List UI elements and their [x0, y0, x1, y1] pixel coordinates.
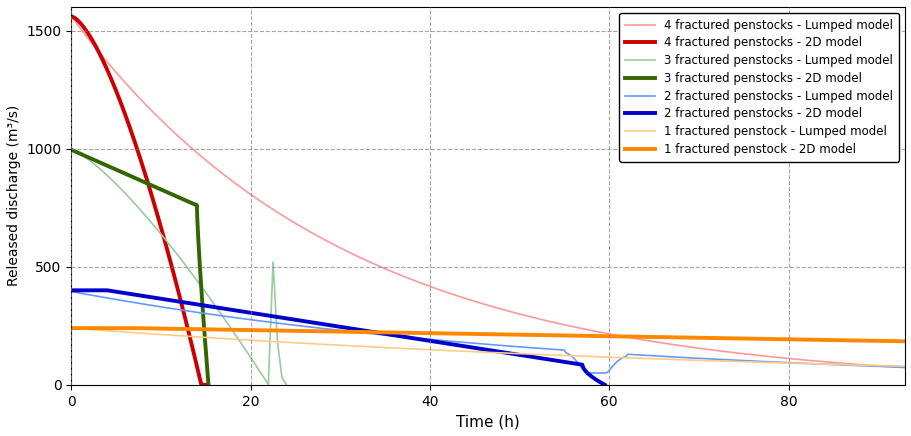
Legend: 4 fractured penstocks - Lumped model, 4 fractured penstocks - 2D model, 3 fractu: 4 fractured penstocks - Lumped model, 4 … [619, 13, 898, 162]
Y-axis label: Released discharge (m³/s): Released discharge (m³/s) [7, 105, 21, 286]
X-axis label: Time (h): Time (h) [456, 414, 519, 429]
